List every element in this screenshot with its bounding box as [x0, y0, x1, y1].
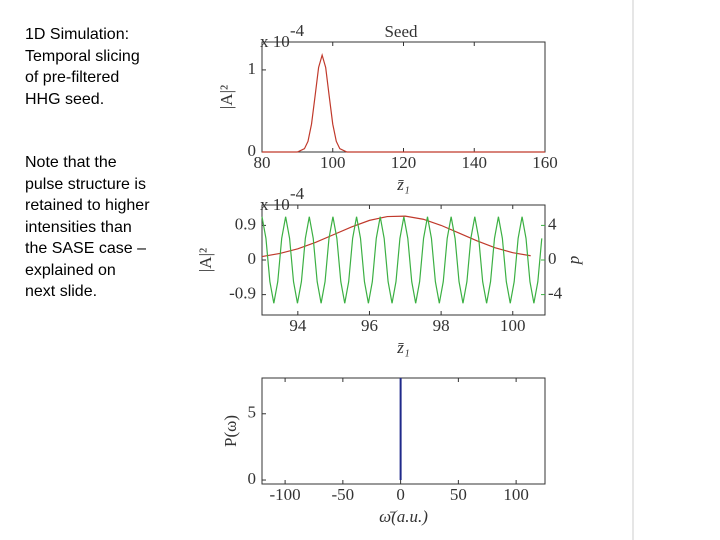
- series-line: [261, 216, 543, 304]
- multiplier: x 10: [260, 32, 290, 51]
- series-line: [262, 52, 545, 153]
- y-axis-label: |A|²: [196, 248, 215, 272]
- x-axis-label: ω̄(a.u.): [379, 507, 428, 526]
- slide-note: Note that the pulse structure is retaine…: [25, 154, 150, 300]
- y-axis-label: P(ω): [221, 415, 240, 447]
- x-tick-label: 100: [320, 153, 346, 172]
- x-tick-label: 100: [503, 485, 529, 504]
- x-tick-label: 96: [361, 316, 378, 335]
- y2-axis-label: p: [564, 256, 583, 266]
- x-axis-label: z̄₁: [396, 175, 410, 194]
- slide-title: 1D Simulation: Temporal slicing of pre-f…: [25, 26, 140, 108]
- y-tick-label: 1: [248, 59, 257, 78]
- y2-tick-label: -4: [548, 283, 563, 302]
- y-tick-label: 5: [248, 403, 257, 422]
- x-tick-label: -50: [332, 485, 355, 504]
- y2-tick-label: 0: [548, 249, 557, 268]
- chart-title: Seed: [384, 22, 418, 41]
- y-tick-label: 0: [248, 469, 257, 488]
- x-tick-label: 100: [500, 316, 526, 335]
- axes-box: [261, 377, 546, 485]
- x-tick-label: 140: [462, 153, 488, 172]
- axes-box: [261, 41, 546, 153]
- y-tick-label: 0.9: [235, 214, 256, 233]
- series-line: [261, 215, 531, 258]
- y-axis-label: |A|²: [217, 85, 236, 109]
- x-tick-label: 50: [450, 485, 467, 504]
- x-tick-label: 0: [396, 485, 405, 504]
- y-tick-label: 0: [248, 249, 257, 268]
- multiplier-exponent: -4: [290, 184, 305, 203]
- multiplier-exponent: -4: [290, 21, 305, 40]
- x-tick-label: 120: [391, 153, 417, 172]
- x-axis-label: z̄₁: [396, 338, 410, 357]
- x-tick-label: -100: [270, 485, 301, 504]
- x-tick-label: 94: [289, 316, 307, 335]
- x-tick-label: 98: [433, 316, 450, 335]
- x-tick-label: 80: [254, 153, 271, 172]
- multiplier: x 10: [260, 195, 290, 214]
- x-tick-label: 160: [532, 153, 558, 172]
- y-tick-label: -0.9: [229, 284, 256, 303]
- y-tick-label: 0: [248, 141, 257, 160]
- y2-tick-label: 4: [548, 214, 557, 233]
